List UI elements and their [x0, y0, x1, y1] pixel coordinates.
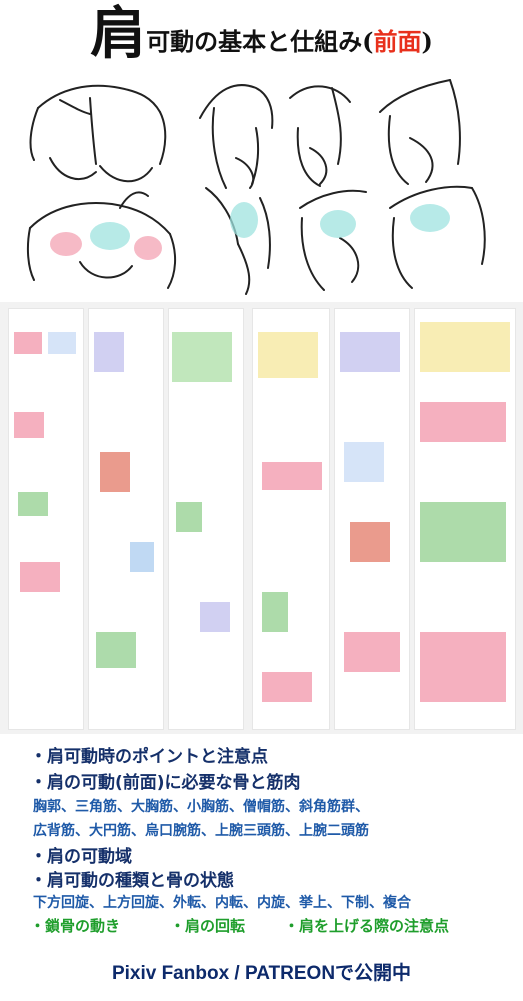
page-title: 肩可動の基本と仕組み(前面) [0, 4, 523, 68]
title-paren-close: ) [421, 27, 433, 56]
highlight-cyan-3 [320, 210, 356, 238]
muscles-line-1: 胸郭、三角筋、大胸筋、小胸筋、僧帽筋、斜角筋群、 [33, 799, 369, 815]
bullet-points-2: ・肩の可動(前面)に必要な骨と筋肉 [30, 773, 301, 793]
title-main: 可動の基本と仕組み [146, 27, 363, 56]
muscles-line-2: 広背筋、大円筋、烏口腕筋、上腕三頭筋、上腕二頭筋 [33, 823, 369, 839]
sketch-side-torso-2 [289, 85, 351, 187]
title-paren-open: ( [362, 27, 374, 56]
bullet-range: ・肩の可動域 [30, 847, 132, 867]
extra-rotation: ・肩の回転 [170, 917, 246, 935]
collage-figures [14, 322, 510, 702]
title-red: 前面 [373, 27, 422, 56]
bullet-points-1: ・肩可動時のポイントと注意点 [30, 747, 268, 767]
collage-page-1 [8, 308, 84, 730]
sketch-raised-arm-1 [205, 187, 271, 295]
title-kanji: 肩 [90, 1, 147, 67]
sketch-front-torso [29, 84, 167, 183]
highlight-cyan-4 [410, 204, 450, 232]
publication-footer: Pixiv Fanbox / PATREONで公開中 [111, 963, 412, 984]
movement-types: 下方回旋、上方回旋、外転、内転、内旋、挙上、下制、複合 [33, 895, 411, 911]
bullet-types: ・肩可動の種類と骨の状態 [30, 871, 234, 891]
extra-clavicle: ・鎖骨の動き [30, 917, 121, 935]
sketch-side-torso-1 [199, 84, 274, 189]
tutorial-collage [0, 302, 523, 734]
shoulder-sketches [26, 79, 486, 295]
sketch-raised-arm-2 [299, 189, 367, 291]
highlight-pink-1 [50, 232, 82, 256]
extra-raising: ・肩を上げる際の注意点 [284, 917, 450, 935]
collage-page-4 [252, 308, 330, 730]
sketch-raised-arm-3 [389, 185, 486, 289]
highlight-cyan-1 [90, 222, 130, 250]
sketch-side-torso-3 [379, 79, 461, 185]
highlight-pink-2 [134, 236, 162, 260]
highlight-cyan-2 [230, 202, 258, 238]
sketch-front-torso-lower [26, 191, 176, 289]
